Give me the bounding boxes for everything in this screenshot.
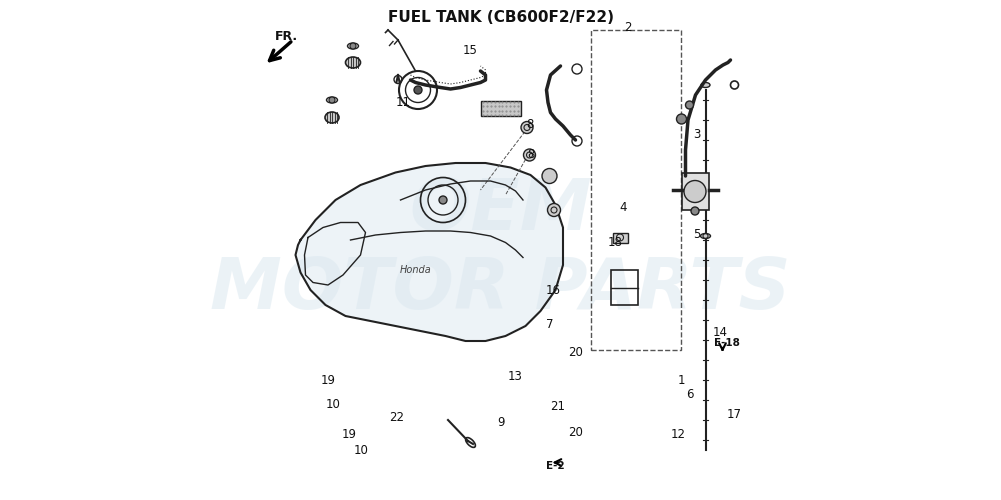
Text: 18: 18 bbox=[608, 236, 623, 249]
Circle shape bbox=[684, 180, 706, 203]
Text: OEM
MOTOR PARTS: OEM MOTOR PARTS bbox=[210, 176, 791, 324]
Bar bbox=[480, 101, 521, 116]
Text: 12: 12 bbox=[671, 428, 686, 442]
Bar bbox=[611, 270, 638, 305]
Text: Honda: Honda bbox=[399, 265, 431, 275]
Bar bbox=[682, 172, 709, 210]
Text: 17: 17 bbox=[727, 408, 742, 422]
Text: 4: 4 bbox=[620, 201, 627, 214]
Text: 8: 8 bbox=[526, 118, 534, 132]
Text: 16: 16 bbox=[546, 284, 561, 296]
Text: 15: 15 bbox=[463, 44, 477, 57]
Ellipse shape bbox=[701, 82, 710, 87]
Text: 13: 13 bbox=[509, 370, 523, 382]
Text: 19: 19 bbox=[320, 374, 335, 386]
Text: 8: 8 bbox=[527, 148, 535, 162]
Circle shape bbox=[414, 86, 422, 94]
Bar bbox=[613, 232, 628, 242]
Ellipse shape bbox=[347, 43, 358, 49]
Text: 11: 11 bbox=[395, 96, 410, 109]
Text: FR.: FR. bbox=[275, 30, 298, 43]
Text: 1: 1 bbox=[678, 374, 686, 388]
Ellipse shape bbox=[326, 97, 337, 103]
Ellipse shape bbox=[325, 112, 339, 123]
Ellipse shape bbox=[345, 57, 360, 68]
Text: FUEL TANK (CB600F2/F22): FUEL TANK (CB600F2/F22) bbox=[387, 10, 614, 25]
Text: 21: 21 bbox=[550, 400, 565, 412]
Text: E-18: E-18 bbox=[714, 338, 740, 347]
Text: 10: 10 bbox=[325, 398, 340, 410]
Text: 20: 20 bbox=[568, 426, 583, 439]
Circle shape bbox=[524, 149, 536, 161]
Text: 14: 14 bbox=[713, 326, 728, 339]
Text: E-2: E-2 bbox=[547, 461, 565, 471]
Text: 19: 19 bbox=[342, 428, 357, 440]
Circle shape bbox=[677, 114, 687, 124]
Circle shape bbox=[329, 97, 335, 103]
Circle shape bbox=[686, 101, 694, 109]
Text: 9: 9 bbox=[497, 416, 506, 429]
Text: 3: 3 bbox=[693, 128, 700, 141]
Circle shape bbox=[521, 122, 533, 134]
Circle shape bbox=[350, 43, 356, 49]
Text: 5: 5 bbox=[694, 228, 701, 241]
Text: 22: 22 bbox=[389, 411, 404, 424]
Text: 6: 6 bbox=[686, 388, 694, 402]
Text: 2: 2 bbox=[625, 21, 632, 34]
Text: 10: 10 bbox=[354, 444, 369, 456]
Bar bbox=[591, 30, 681, 350]
Ellipse shape bbox=[701, 234, 711, 238]
Text: 20: 20 bbox=[568, 346, 583, 359]
Text: 7: 7 bbox=[546, 318, 554, 332]
Circle shape bbox=[439, 196, 447, 204]
Circle shape bbox=[548, 204, 561, 216]
Circle shape bbox=[691, 207, 699, 215]
Circle shape bbox=[542, 168, 557, 184]
Polygon shape bbox=[295, 163, 563, 341]
